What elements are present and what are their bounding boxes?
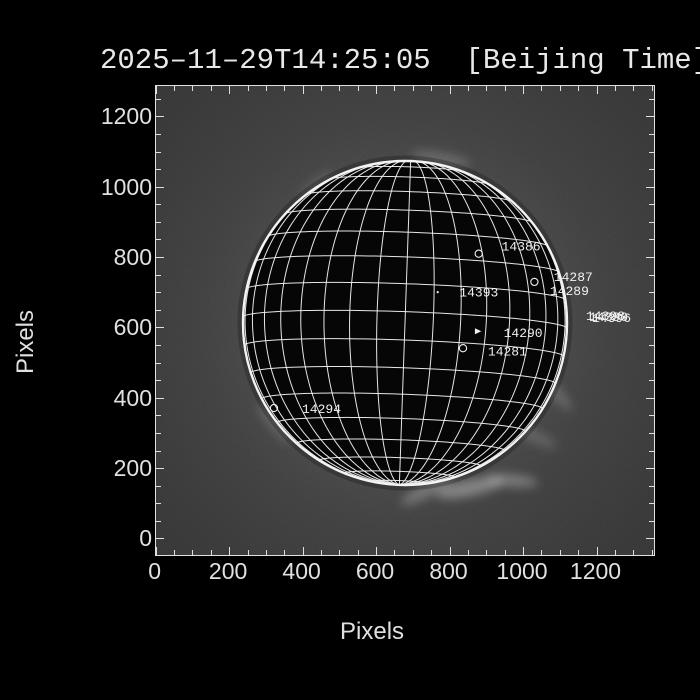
svg-text:14290: 14290: [504, 326, 543, 341]
svg-text:14281: 14281: [488, 345, 527, 360]
svg-text:14386: 14386: [502, 240, 541, 255]
svg-text:14393: 14393: [459, 285, 498, 300]
svg-text:14287: 14287: [554, 270, 593, 285]
svg-text:14289: 14289: [550, 284, 589, 299]
svg-text:14398: 14398: [586, 309, 625, 324]
svg-text:14294: 14294: [302, 402, 341, 417]
